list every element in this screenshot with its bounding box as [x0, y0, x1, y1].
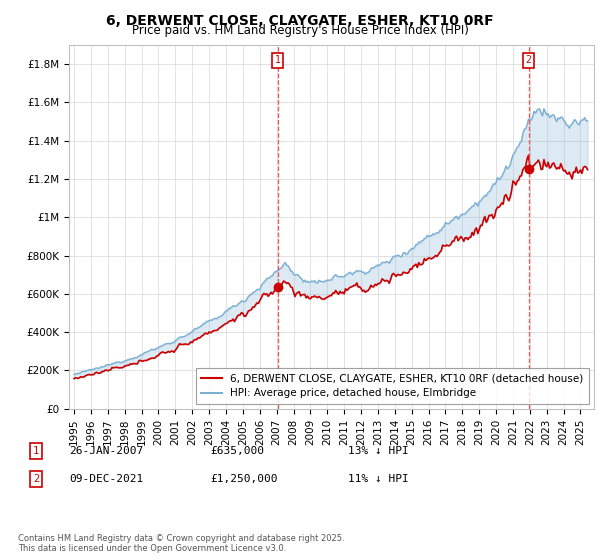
- Text: 2: 2: [33, 474, 39, 484]
- Text: Price paid vs. HM Land Registry's House Price Index (HPI): Price paid vs. HM Land Registry's House …: [131, 24, 469, 37]
- Text: 6, DERWENT CLOSE, CLAYGATE, ESHER, KT10 0RF: 6, DERWENT CLOSE, CLAYGATE, ESHER, KT10 …: [106, 14, 494, 28]
- Text: 1: 1: [33, 446, 39, 456]
- Text: 11% ↓ HPI: 11% ↓ HPI: [348, 474, 409, 484]
- Text: 09-DEC-2021: 09-DEC-2021: [69, 474, 143, 484]
- Text: Contains HM Land Registry data © Crown copyright and database right 2025.
This d: Contains HM Land Registry data © Crown c…: [18, 534, 344, 553]
- Text: £635,000: £635,000: [210, 446, 264, 456]
- Text: 1: 1: [275, 55, 281, 65]
- Text: £1,250,000: £1,250,000: [210, 474, 277, 484]
- Text: 13% ↓ HPI: 13% ↓ HPI: [348, 446, 409, 456]
- Text: 26-JAN-2007: 26-JAN-2007: [69, 446, 143, 456]
- Text: 2: 2: [526, 55, 532, 65]
- Legend: 6, DERWENT CLOSE, CLAYGATE, ESHER, KT10 0RF (detached house), HPI: Average price: 6, DERWENT CLOSE, CLAYGATE, ESHER, KT10 …: [196, 368, 589, 404]
